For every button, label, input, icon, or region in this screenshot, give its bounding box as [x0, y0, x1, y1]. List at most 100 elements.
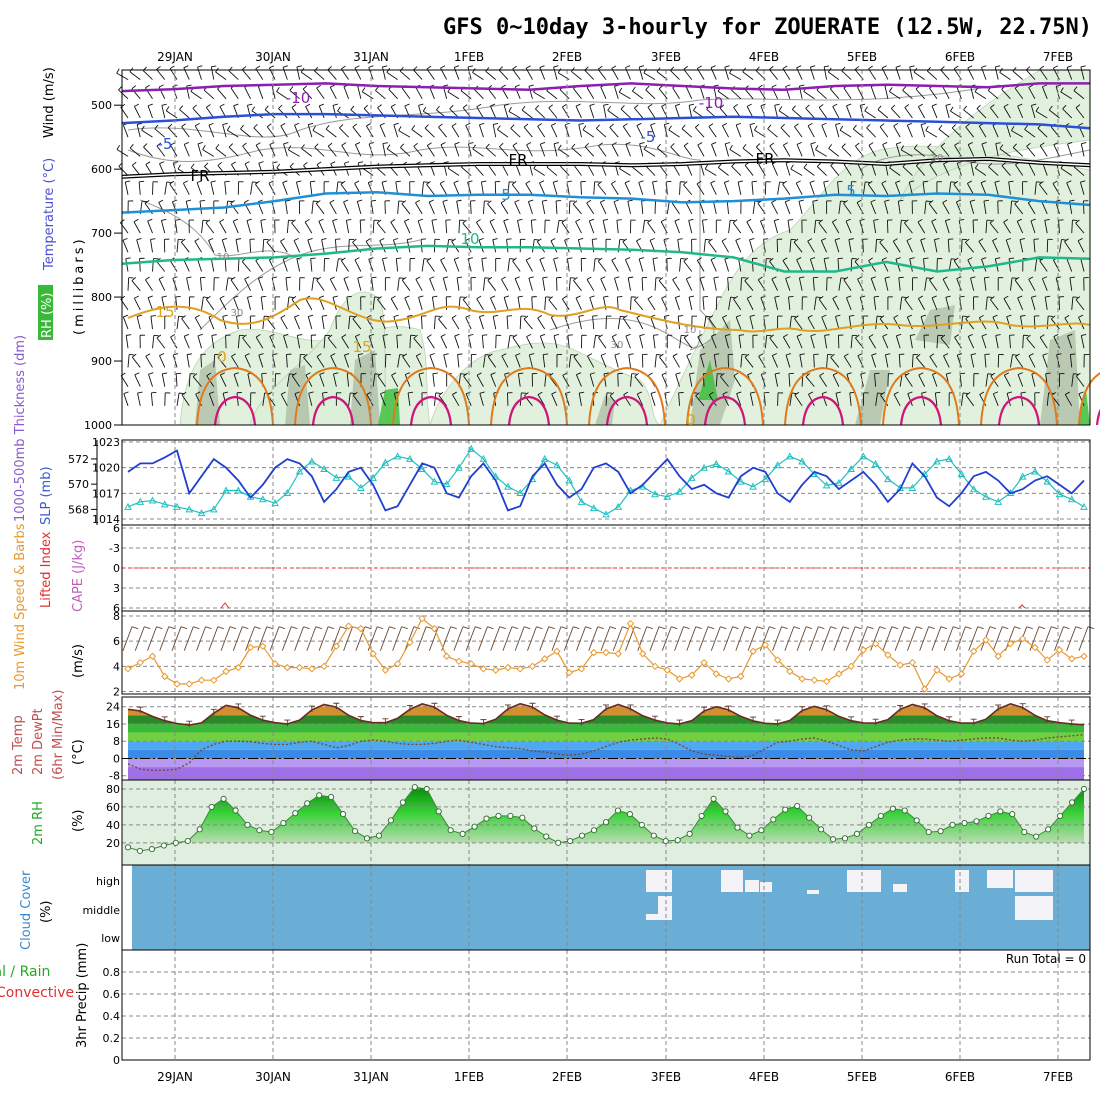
wind-barb-flag	[404, 295, 410, 299]
cape-label: CAPE (J/kg)	[71, 540, 86, 612]
wind-barb-flag	[258, 161, 264, 164]
surface-wind-barb	[306, 626, 317, 651]
wind-barb	[711, 144, 717, 157]
wind-barb-flag	[1031, 295, 1037, 298]
surface-wind-barb	[514, 626, 525, 651]
wind-barb-flag	[1019, 238, 1025, 241]
wind-barb	[485, 70, 496, 80]
wind-barb-flag	[980, 180, 986, 184]
date-label-bottom: 7FEB	[1043, 1070, 1073, 1084]
wind-barb	[985, 220, 988, 234]
wind-barb-flag	[881, 180, 887, 184]
contour-label: 0	[217, 348, 227, 366]
wind-barb	[219, 221, 227, 234]
wind-barb	[1062, 108, 1073, 119]
wind-barb-flag	[1078, 314, 1084, 318]
wind-barb	[868, 68, 877, 80]
wind-barb-flag	[508, 106, 512, 112]
wind-barb	[813, 296, 817, 310]
wind-barb-flag	[1030, 218, 1036, 222]
surface-wind-barb-flag	[1014, 626, 1021, 630]
wind-barb	[632, 90, 644, 100]
rh-point	[602, 819, 610, 826]
wind-barb-flag	[181, 391, 187, 396]
wind-barb	[889, 91, 901, 100]
rh-point	[841, 835, 849, 842]
wind-barb	[650, 124, 656, 138]
wind-barb-flag	[236, 391, 242, 394]
wind-barb-flag	[490, 103, 496, 107]
wind-barb	[546, 90, 558, 100]
wind-barb	[1071, 373, 1074, 387]
wind-barb-flag	[178, 392, 185, 395]
wind-barb	[485, 147, 496, 157]
rh-point	[375, 832, 383, 839]
wind-barb-flag	[137, 314, 143, 317]
wind-barb-flag	[620, 105, 625, 110]
wind-barb	[787, 220, 791, 234]
wind-barb	[696, 183, 705, 195]
wind-barb	[141, 129, 153, 138]
wind-barb	[147, 105, 153, 119]
wind-barb	[573, 280, 582, 291]
wind-barb-flag	[321, 238, 327, 240]
wind-barb-flag	[424, 124, 429, 129]
wind-barb-flag	[852, 124, 857, 130]
wind-barb	[736, 393, 742, 406]
wind-barb-flag	[1011, 277, 1018, 279]
wind-barb	[929, 356, 938, 368]
wind-speed-point	[295, 663, 304, 672]
wind-barb	[296, 335, 301, 349]
wind-barb-flag	[1017, 295, 1023, 299]
wind-barb	[922, 181, 926, 195]
wind-barb	[898, 277, 901, 291]
wind-barb-flag	[935, 391, 941, 394]
surface-wind-barb-flag	[842, 626, 850, 630]
wind-barb-flag	[1039, 180, 1044, 185]
wind-barb-flag	[561, 219, 567, 223]
wind-barb-flag	[995, 257, 1001, 260]
wind-barb	[136, 239, 141, 253]
cloud-cells	[646, 870, 1053, 920]
wind-barb-flag	[493, 314, 499, 317]
wind-barb	[1016, 221, 1024, 234]
wind-barb-flag	[219, 218, 225, 223]
wind-barb	[167, 127, 178, 138]
wind-barb-flag	[660, 218, 666, 223]
wind-barb	[1024, 128, 1036, 138]
surface-wind-barb-flag	[376, 626, 384, 630]
wind-barb	[875, 316, 878, 330]
wind-barb-flag	[722, 314, 728, 318]
surface-wind-barb	[968, 626, 979, 651]
wind-barb-flag	[749, 237, 755, 241]
wind-barb-flag	[255, 65, 261, 70]
wind-barb	[241, 261, 251, 272]
wind-barb	[525, 183, 533, 195]
wind-barb	[124, 181, 129, 195]
wind-barb-flag	[313, 277, 319, 279]
thickness-point	[222, 486, 230, 494]
wind-barb	[758, 164, 766, 176]
wind-barb-flag	[920, 122, 927, 126]
wind-barb	[611, 336, 619, 349]
wind-barb	[985, 373, 989, 387]
wind-barb	[470, 200, 472, 214]
wind-barb-flag	[830, 353, 835, 358]
wind-barb	[642, 220, 646, 234]
wind-barb-flag	[210, 180, 216, 183]
wind-barb	[672, 87, 680, 100]
thickness-point	[933, 457, 941, 465]
wind-barb	[711, 336, 717, 349]
wind-barb-flag	[1081, 142, 1087, 145]
wind-speed-point	[847, 662, 855, 671]
surface-wind-barb	[441, 626, 452, 651]
wind-speed-point	[675, 675, 684, 683]
wind-barb-flag	[711, 142, 717, 145]
surface-wind-barb-flag	[732, 626, 739, 630]
wind-barb-flag	[316, 200, 321, 204]
surface-wind-barb-flag	[940, 626, 948, 630]
wind-barb	[832, 374, 840, 387]
wind-barb	[474, 165, 484, 176]
wind-barb	[246, 297, 252, 310]
wind-barb-flag	[649, 237, 655, 241]
